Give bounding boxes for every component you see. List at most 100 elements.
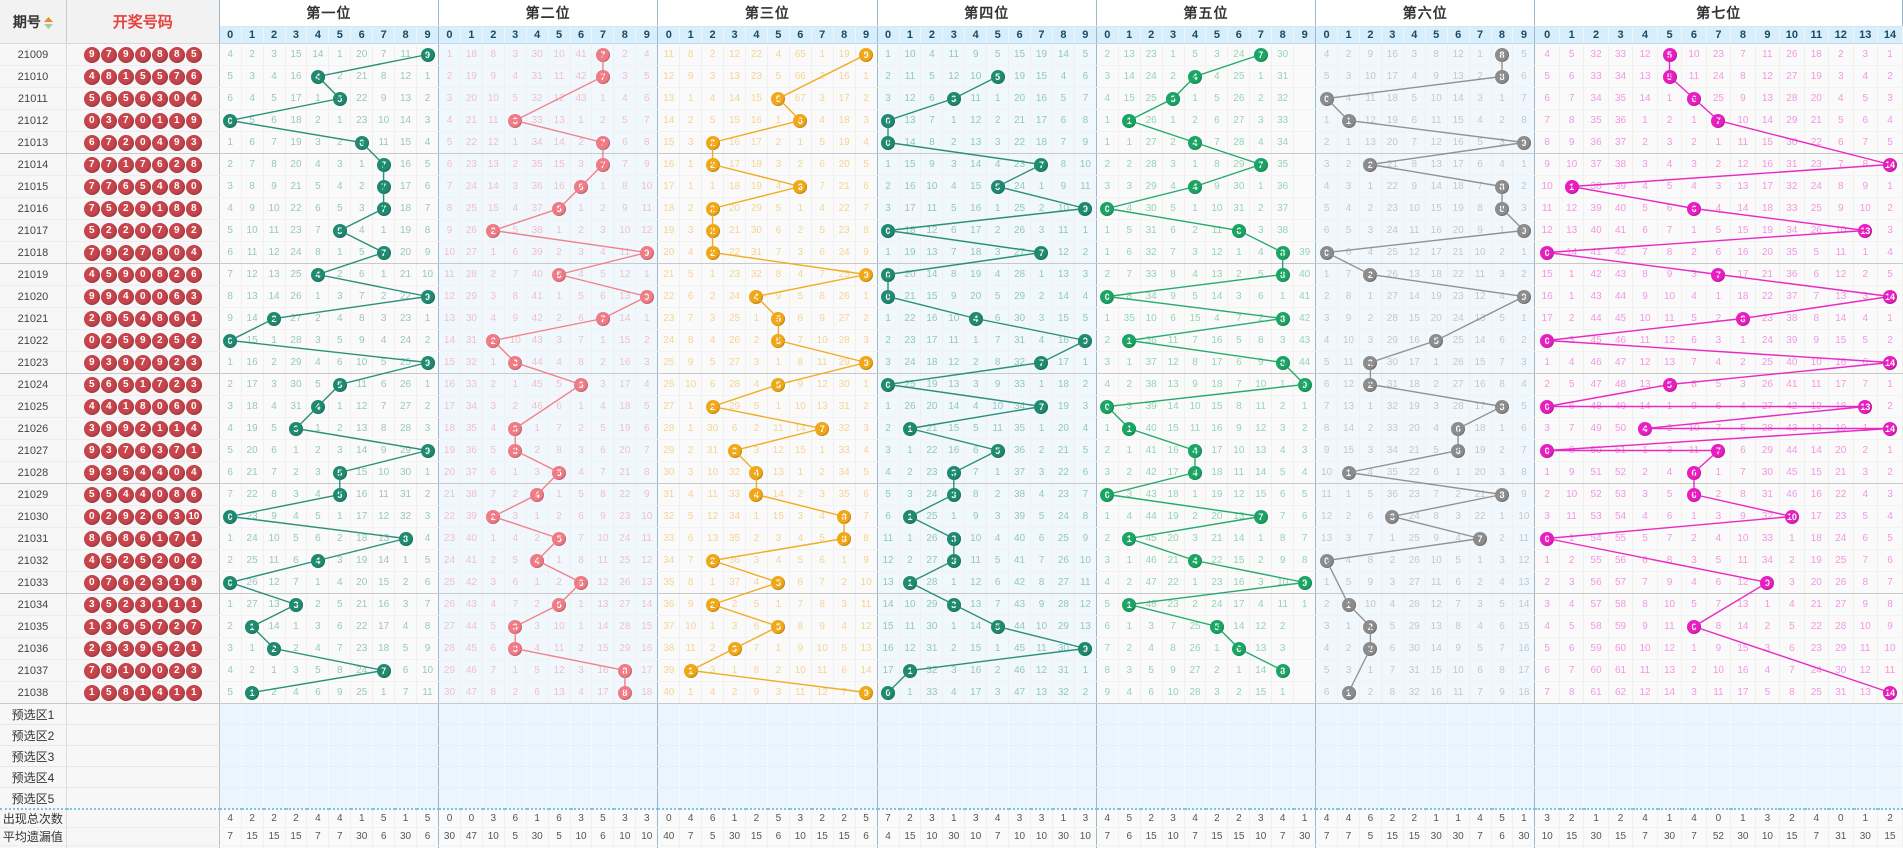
hit-cell[interactable]: 1 — [1337, 461, 1360, 484]
missing-cell[interactable]: 3 — [1512, 351, 1536, 374]
missing-cell[interactable]: 2 — [1491, 527, 1514, 550]
hit-cell[interactable]: 5 — [328, 373, 352, 396]
hit-cell[interactable]: 10 — [1779, 505, 1805, 528]
hit-cell[interactable]: 14 — [1877, 285, 1903, 308]
preselect-cell[interactable] — [964, 703, 988, 725]
missing-cell[interactable]: 3 — [877, 351, 900, 374]
missing-cell[interactable]: 8 — [1877, 593, 1903, 616]
missing-cell[interactable]: 25 — [1447, 329, 1470, 352]
missing-cell[interactable]: 3 — [1779, 571, 1805, 594]
missing-cell[interactable]: 15 — [1008, 43, 1032, 66]
preselect-blank[interactable] — [66, 766, 220, 788]
missing-cell[interactable]: 2 — [789, 219, 812, 242]
preselect-cell[interactable] — [1534, 745, 1560, 767]
preselect-cell[interactable] — [701, 787, 725, 810]
missing-cell[interactable]: 16 — [1162, 439, 1185, 462]
preselect-cell[interactable] — [1337, 766, 1360, 788]
preselect-cell[interactable] — [1779, 766, 1805, 788]
missing-cell[interactable]: 23 — [460, 153, 483, 176]
missing-cell[interactable]: 4 — [1755, 659, 1781, 682]
missing-cell[interactable]: 67 — [789, 87, 812, 110]
missing-cell[interactable]: 1 — [1877, 175, 1903, 198]
missing-cell[interactable]: 43 — [1583, 285, 1609, 308]
missing-cell[interactable]: 2 — [942, 637, 966, 660]
missing-cell[interactable]: 22 — [460, 131, 483, 154]
missing-cell[interactable]: 4 — [328, 307, 352, 330]
missing-cell[interactable]: 42 — [1583, 263, 1609, 286]
missing-cell[interactable]: 47 — [1008, 681, 1032, 704]
preselect-cell[interactable] — [1853, 724, 1878, 746]
hit-cell[interactable]: 0 — [1534, 439, 1560, 462]
issue-cell[interactable]: 21030 — [0, 505, 67, 528]
missing-cell[interactable]: 20 — [285, 153, 308, 176]
preselect-cell[interactable] — [1828, 703, 1854, 725]
missing-cell[interactable]: 18 — [1469, 417, 1492, 440]
missing-cell[interactable]: 6 — [306, 197, 330, 220]
issue-cell[interactable]: 21012 — [0, 109, 67, 132]
preselect-cell[interactable] — [1008, 766, 1032, 788]
hit-cell[interactable]: 3 — [942, 527, 966, 550]
missing-cell[interactable]: 1 — [1359, 285, 1382, 308]
missing-cell[interactable]: 16 — [920, 307, 944, 330]
issue-cell[interactable]: 21024 — [0, 373, 67, 396]
preselect-cell[interactable] — [1359, 766, 1382, 788]
hit-cell[interactable]: 8 — [1271, 659, 1295, 682]
missing-cell[interactable]: 7 — [1469, 175, 1492, 198]
missing-cell[interactable]: 5 — [306, 659, 330, 682]
hit-cell[interactable]: 8 — [613, 659, 637, 682]
missing-cell[interactable]: 19 — [1755, 219, 1781, 242]
missing-cell[interactable]: 15 — [657, 131, 681, 154]
missing-cell[interactable]: 5 — [811, 131, 834, 154]
missing-cell[interactable]: 10 — [1828, 219, 1854, 242]
missing-cell[interactable]: 3 — [1315, 307, 1339, 330]
missing-cell[interactable]: 27 — [1008, 241, 1032, 264]
missing-cell[interactable]: 4 — [1140, 637, 1163, 660]
missing-cell[interactable]: 32 — [920, 659, 944, 682]
missing-cell[interactable]: 11 — [1227, 461, 1251, 484]
missing-cell[interactable]: 14 — [920, 263, 944, 286]
missing-cell[interactable]: 4 — [855, 131, 878, 154]
missing-cell[interactable]: 5 — [1491, 593, 1514, 616]
missing-cell[interactable]: 25 — [920, 505, 944, 528]
preselect-cell[interactable] — [1706, 724, 1732, 746]
preselect-cell[interactable] — [1804, 766, 1830, 788]
hit-cell[interactable]: 8 — [1271, 351, 1295, 374]
missing-cell[interactable]: 13 — [942, 373, 966, 396]
missing-cell[interactable]: 9 — [1853, 593, 1878, 616]
preselect-cell[interactable] — [1074, 703, 1097, 725]
missing-cell[interactable]: 59 — [1608, 615, 1634, 638]
missing-cell[interactable]: 4 — [1706, 351, 1732, 374]
missing-cell[interactable]: 12 — [1249, 417, 1273, 440]
missing-cell[interactable]: 1 — [767, 109, 790, 132]
missing-cell[interactable]: 16 — [1381, 43, 1404, 66]
missing-cell[interactable]: 1 — [877, 43, 900, 66]
missing-cell[interactable]: 19 — [1804, 549, 1830, 572]
missing-cell[interactable]: 7 — [1469, 681, 1492, 704]
missing-cell[interactable]: 3 — [1657, 131, 1683, 154]
missing-cell[interactable]: 6 — [1491, 615, 1514, 638]
missing-cell[interactable]: 1 — [1359, 395, 1382, 418]
missing-cell[interactable]: 11 — [986, 417, 1010, 440]
missing-cell[interactable]: 14 — [964, 615, 988, 638]
missing-cell[interactable]: 5 — [241, 109, 264, 132]
missing-cell[interactable]: 30 — [1052, 637, 1075, 660]
missing-cell[interactable]: 22 — [1804, 131, 1830, 154]
missing-cell[interactable]: 13 — [1559, 219, 1585, 242]
preselect-cell[interactable] — [1140, 745, 1163, 767]
preselect-cell[interactable] — [1271, 724, 1295, 746]
missing-cell[interactable]: 9 — [679, 65, 703, 88]
missing-cell[interactable]: 14 — [1512, 593, 1536, 616]
missing-cell[interactable]: 5 — [986, 285, 1010, 308]
preselect-cell[interactable] — [1359, 703, 1382, 725]
missing-cell[interactable]: 35 — [1381, 461, 1404, 484]
missing-cell[interactable]: 13 — [1205, 263, 1229, 286]
missing-cell[interactable]: 3 — [745, 439, 768, 462]
missing-cell[interactable]: 2 — [219, 373, 242, 396]
preselect-cell[interactable] — [1403, 703, 1426, 725]
preselect-cell[interactable] — [1583, 745, 1609, 767]
missing-cell[interactable]: 5 — [1359, 483, 1382, 506]
missing-cell[interactable]: 2 — [789, 483, 812, 506]
missing-cell[interactable]: 1 — [1074, 659, 1097, 682]
missing-cell[interactable]: 4 — [1293, 461, 1317, 484]
missing-cell[interactable]: 3 — [438, 87, 461, 110]
